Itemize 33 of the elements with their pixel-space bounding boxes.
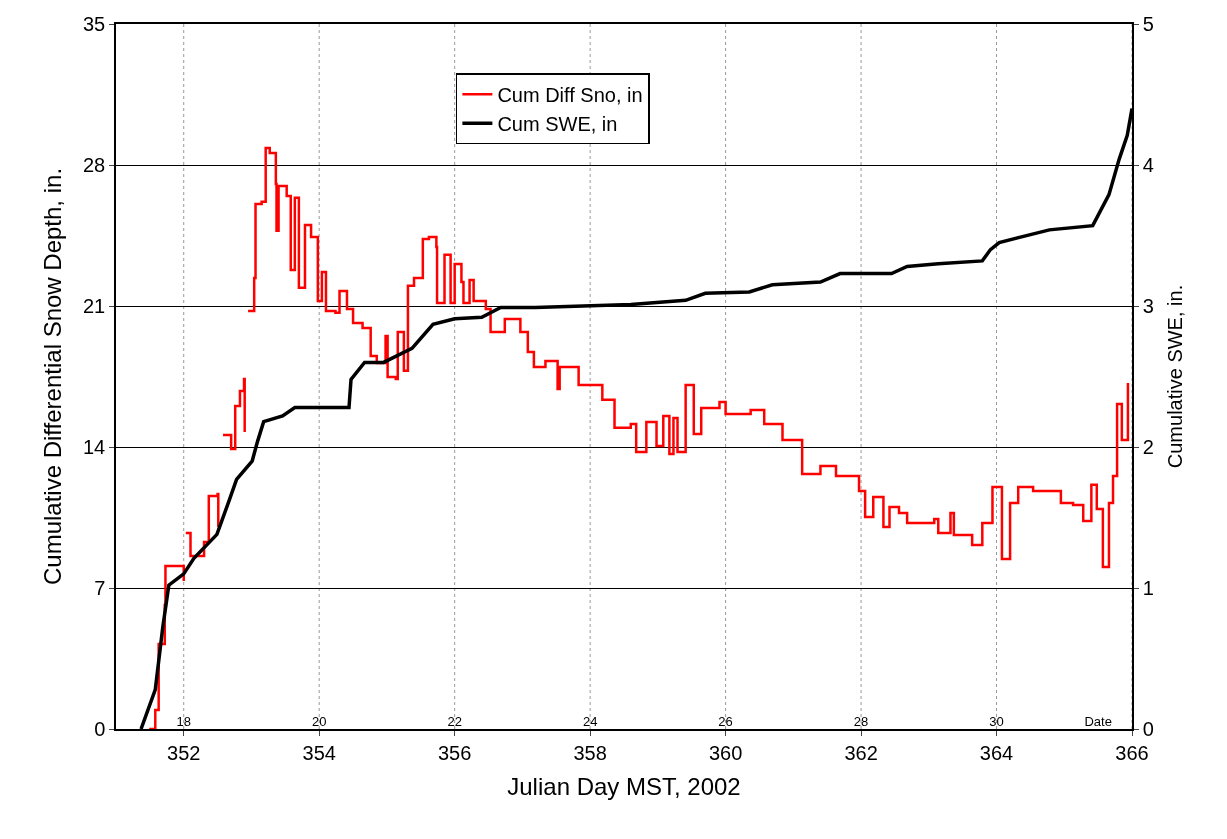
x-tick-label: 360 — [708, 741, 743, 764]
x-tick-label: 352 — [167, 741, 201, 764]
y2-tick-label: 0 — [1142, 718, 1154, 740]
x-tick-label: 354 — [302, 741, 336, 764]
y2-tick-label: 2 — [1142, 436, 1154, 458]
x-tick-label: 366 — [1115, 741, 1149, 764]
x-tick-label: 356 — [437, 741, 472, 764]
x-tick-label: 364 — [979, 741, 1014, 764]
x2-tick-label: 22 — [447, 714, 462, 730]
x2-tick-label: 24 — [582, 714, 598, 730]
x2-tick-label: 20 — [311, 714, 327, 730]
y-tick-label: 28 — [83, 154, 106, 176]
y-tick-label: 21 — [83, 295, 106, 317]
y-tick-label: 0 — [94, 718, 106, 740]
y2-tick-label: 1 — [1142, 577, 1154, 599]
y2-tick-label: 4 — [1142, 154, 1154, 176]
x2-tick-label: 26 — [718, 714, 733, 730]
y-tick-label: 35 — [83, 13, 106, 35]
x-axis-title: Julian Day MST, 2002 — [507, 772, 741, 800]
y-tick-label: 14 — [83, 436, 106, 458]
legend-label: Cum Diff Sno, in — [497, 84, 643, 107]
y-tick-label: 7 — [94, 577, 106, 599]
y-axis-title: Cumulative Differential Snow Depth, in. — [38, 167, 66, 586]
x2-tick-label: 30 — [989, 714, 1004, 730]
x2-tick-label: 18 — [176, 714, 191, 730]
x2-tick-label: 28 — [853, 714, 869, 730]
y2-tick-label: 3 — [1142, 295, 1154, 317]
y2-axis-title: Cumulative SWE, in. — [1163, 284, 1186, 469]
x2-tick-label: Date — [1084, 714, 1112, 730]
x-tick-label: 362 — [844, 741, 878, 764]
x-tick-label: 358 — [573, 741, 607, 764]
y2-tick-label: 5 — [1142, 13, 1154, 35]
legend-label: Cum SWE, in — [497, 113, 618, 136]
